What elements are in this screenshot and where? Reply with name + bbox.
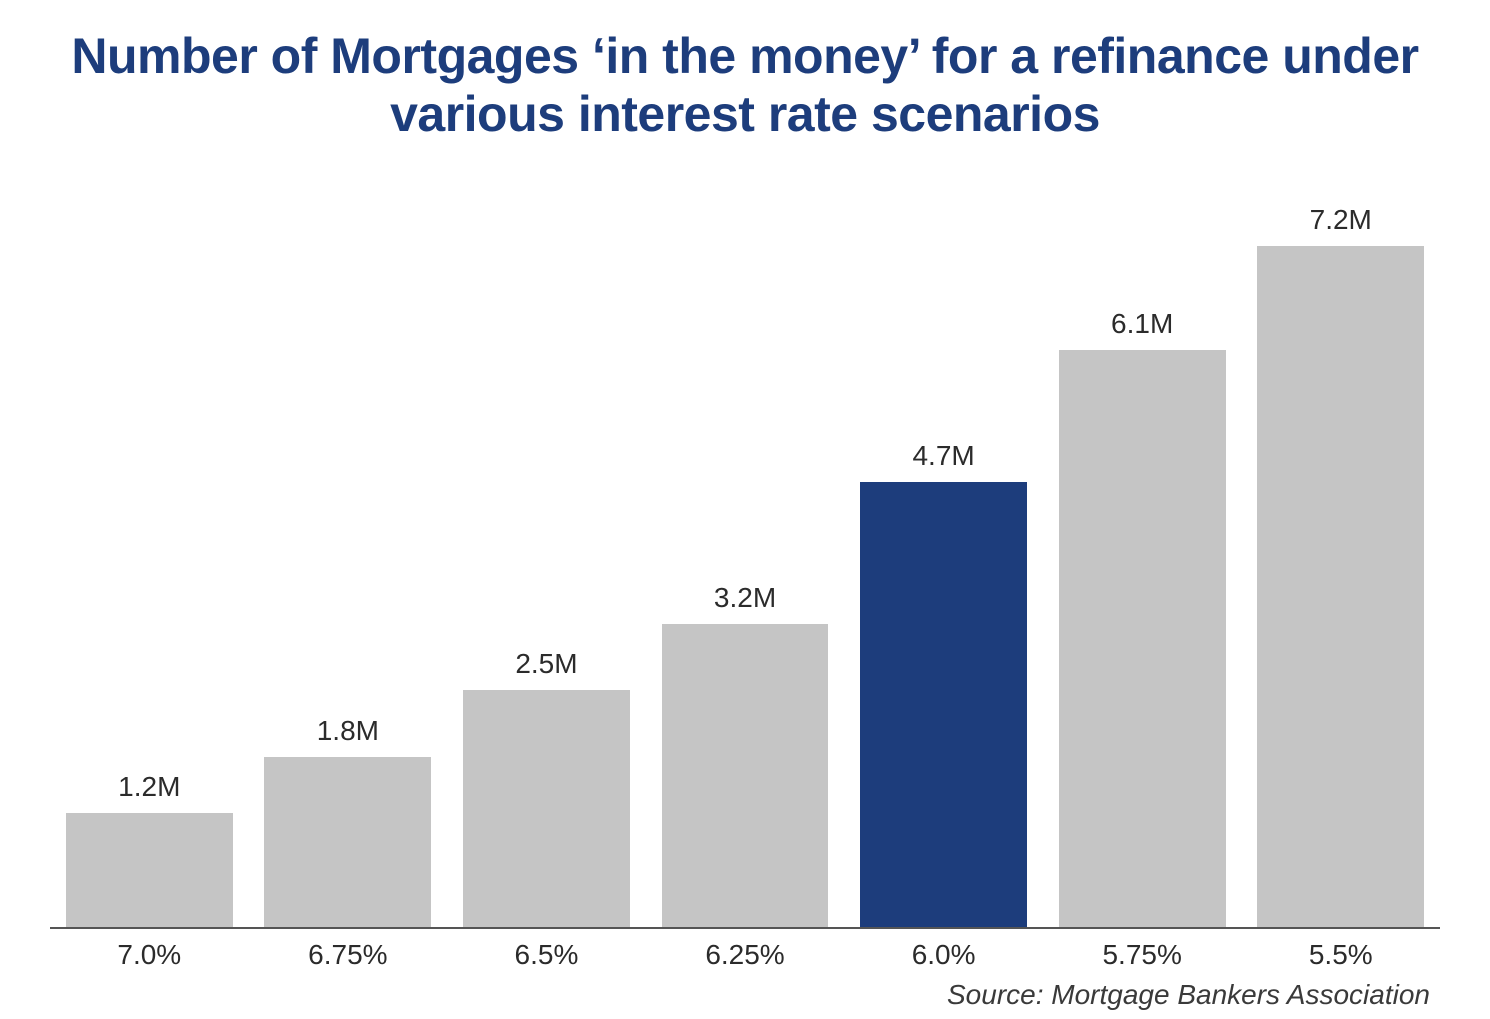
- bar-value-label: 1.2M: [118, 771, 180, 803]
- x-axis-label: 7.0%: [50, 939, 249, 971]
- bar: [1257, 246, 1424, 927]
- bar-slot: 7.2M: [1241, 170, 1440, 927]
- x-axis-label: 6.5%: [447, 939, 646, 971]
- bar: [662, 624, 829, 927]
- bar-slot: 1.8M: [249, 170, 448, 927]
- source-attribution: Source: Mortgage Bankers Association: [947, 979, 1430, 1011]
- bar-slot: 1.2M: [50, 170, 249, 927]
- bar-value-label: 2.5M: [515, 648, 577, 680]
- bar-slot: 2.5M: [447, 170, 646, 927]
- bars-row: 1.2M 1.8M 2.5M 3.2M 4.7M 6.1M 7.2M: [50, 170, 1440, 927]
- chart-title: Number of Mortgages ‘in the money’ for a…: [0, 0, 1490, 143]
- x-axis-label: 6.75%: [249, 939, 448, 971]
- bar: [66, 813, 233, 927]
- bar: [1059, 350, 1226, 927]
- bar-slot: 6.1M: [1043, 170, 1242, 927]
- bar-slot: 4.7M: [844, 170, 1043, 927]
- bar-value-label: 4.7M: [912, 440, 974, 472]
- bar: [264, 757, 431, 927]
- bar: [860, 482, 1027, 927]
- x-axis: 7.0%6.75%6.5%6.25%6.0%5.75%5.5%: [50, 939, 1440, 971]
- x-axis-label: 5.5%: [1241, 939, 1440, 971]
- x-axis-label: 6.0%: [844, 939, 1043, 971]
- x-axis-label: 6.25%: [646, 939, 845, 971]
- bar-slot: 3.2M: [646, 170, 845, 927]
- bar: [463, 690, 630, 927]
- x-axis-label: 5.75%: [1043, 939, 1242, 971]
- bar-value-label: 3.2M: [714, 582, 776, 614]
- bar-value-label: 7.2M: [1310, 204, 1372, 236]
- bar-value-label: 1.8M: [317, 715, 379, 747]
- plot-area: 1.2M 1.8M 2.5M 3.2M 4.7M 6.1M 7.2M: [50, 170, 1440, 929]
- bar-chart: Number of Mortgages ‘in the money’ for a…: [0, 0, 1490, 1019]
- bar-value-label: 6.1M: [1111, 308, 1173, 340]
